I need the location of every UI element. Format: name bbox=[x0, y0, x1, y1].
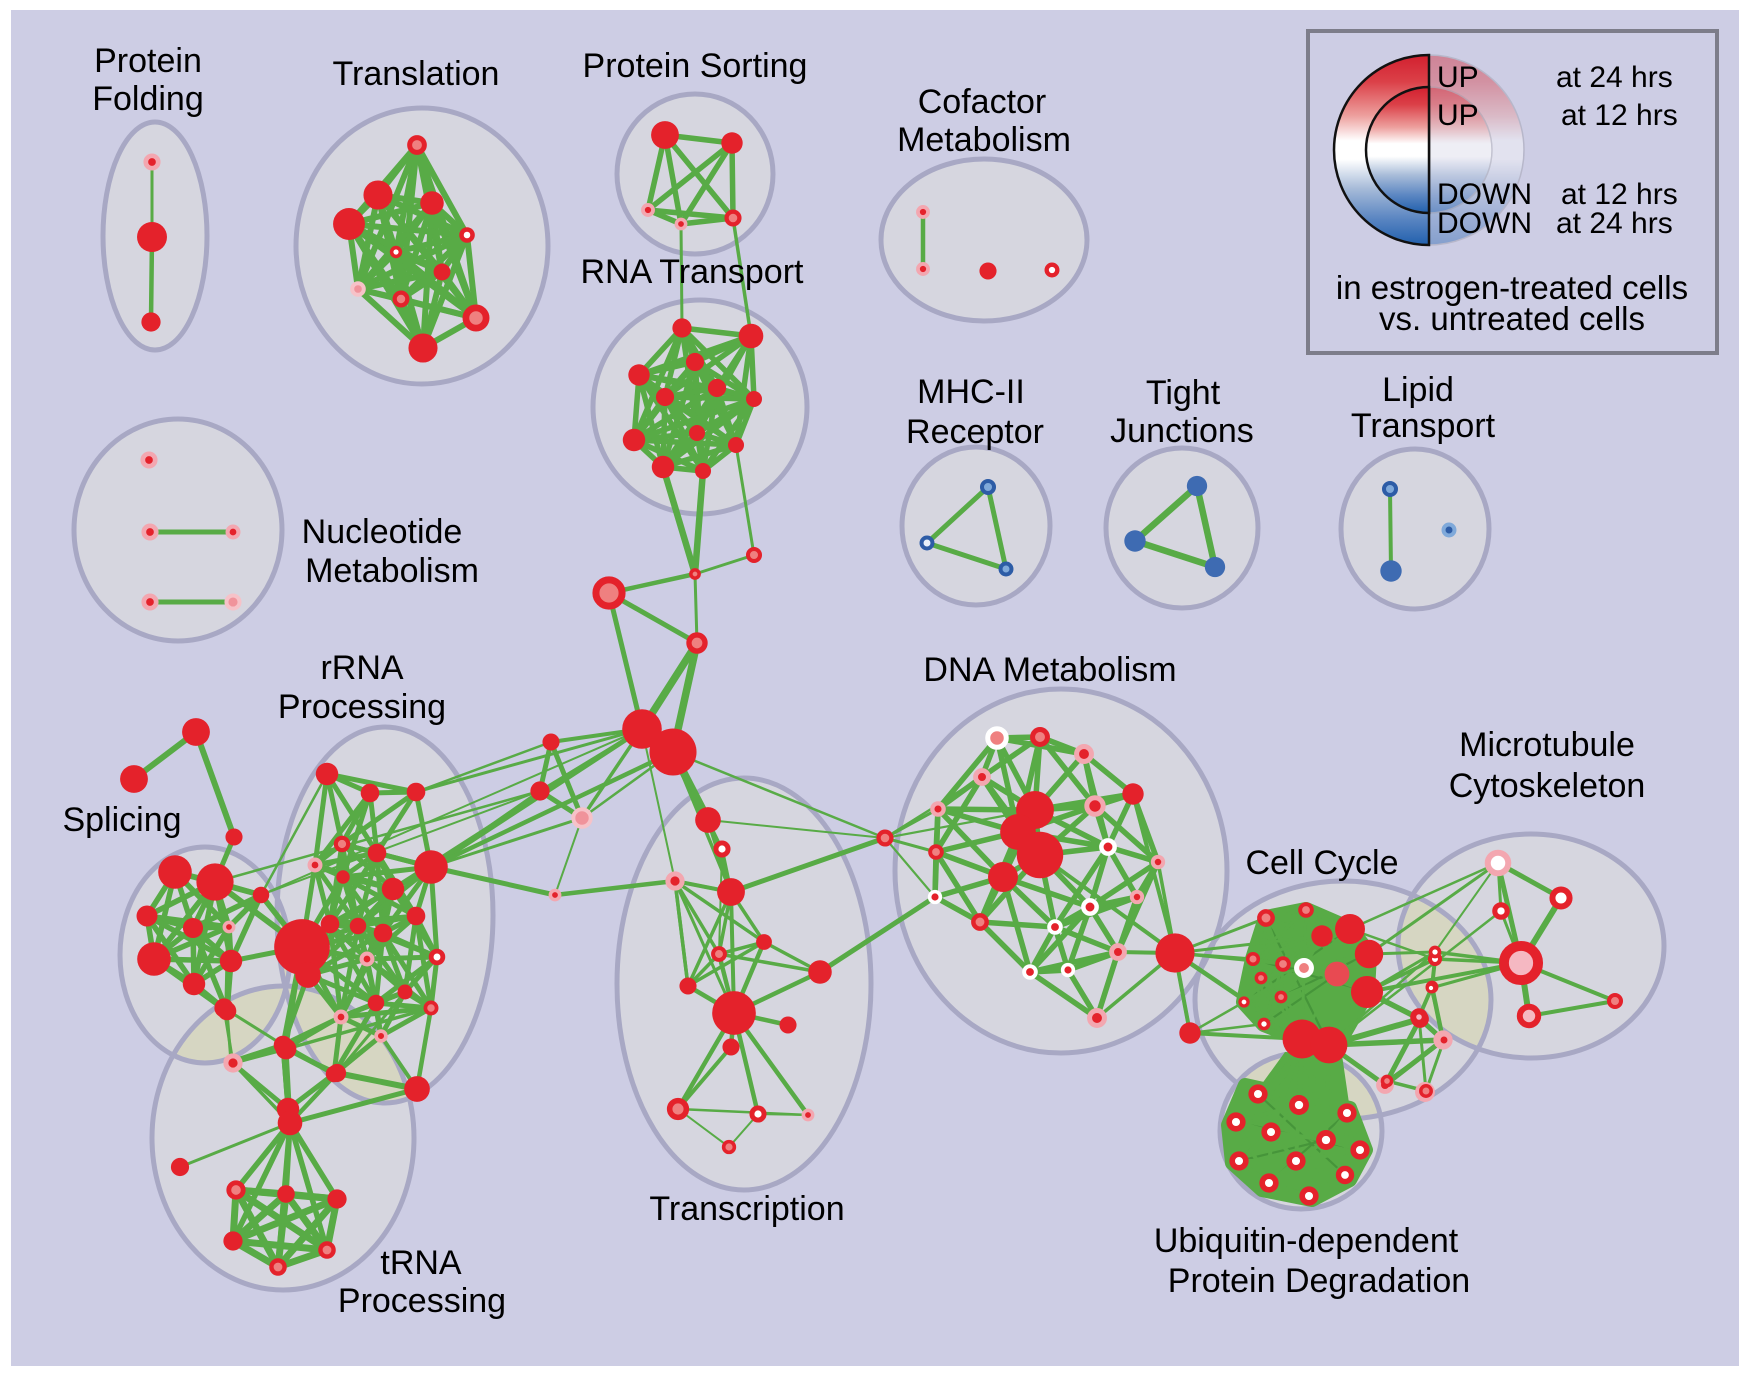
svg-text:rRNA: rRNA bbox=[320, 649, 403, 687]
svg-text:Tight: Tight bbox=[1146, 374, 1221, 412]
svg-text:Folding: Folding bbox=[92, 80, 204, 118]
svg-text:in estrogen-treated cells: in estrogen-treated cells bbox=[1336, 269, 1688, 306]
svg-text:DNA Metabolism: DNA Metabolism bbox=[923, 651, 1176, 689]
svg-text:Protein: Protein bbox=[94, 42, 202, 80]
svg-text:DOWN: DOWN bbox=[1437, 207, 1532, 240]
svg-text:Processing: Processing bbox=[278, 688, 446, 726]
svg-text:DOWN: DOWN bbox=[1437, 178, 1532, 211]
svg-text:Cytoskeleton: Cytoskeleton bbox=[1449, 767, 1646, 805]
svg-text:at 24 hrs: at 24 hrs bbox=[1556, 207, 1673, 240]
svg-text:RNA Transport: RNA Transport bbox=[581, 253, 805, 291]
svg-text:Metabolism: Metabolism bbox=[897, 121, 1071, 159]
svg-text:UP: UP bbox=[1437, 99, 1479, 132]
svg-text:Microtubule: Microtubule bbox=[1459, 726, 1635, 764]
svg-text:Protein Sorting: Protein Sorting bbox=[583, 47, 808, 85]
svg-text:vs. untreated cells: vs. untreated cells bbox=[1379, 300, 1645, 337]
svg-text:tRNA: tRNA bbox=[380, 1244, 462, 1282]
svg-text:Ubiquitin-dependent: Ubiquitin-dependent bbox=[1154, 1222, 1459, 1260]
svg-text:Metabolism: Metabolism bbox=[305, 552, 479, 590]
svg-text:Transport: Transport bbox=[1351, 407, 1496, 445]
svg-text:Receptor: Receptor bbox=[906, 413, 1044, 451]
svg-text:Protein Degradation: Protein Degradation bbox=[1168, 1262, 1470, 1300]
svg-text:Transcription: Transcription bbox=[649, 1190, 844, 1228]
svg-text:UP: UP bbox=[1437, 61, 1479, 94]
svg-text:Nucleotide: Nucleotide bbox=[302, 513, 463, 551]
svg-text:Cell Cycle: Cell Cycle bbox=[1245, 844, 1398, 882]
svg-text:at 24 hrs: at 24 hrs bbox=[1556, 61, 1673, 94]
svg-text:Processing: Processing bbox=[338, 1282, 506, 1320]
svg-text:at 12 hrs: at 12 hrs bbox=[1561, 178, 1678, 211]
svg-text:at 12 hrs: at 12 hrs bbox=[1561, 99, 1678, 132]
svg-text:Translation: Translation bbox=[333, 55, 500, 93]
svg-text:Junctions: Junctions bbox=[1110, 412, 1254, 450]
svg-text:Splicing: Splicing bbox=[62, 801, 181, 839]
svg-text:Cofactor: Cofactor bbox=[918, 83, 1047, 121]
svg-text:Lipid: Lipid bbox=[1382, 371, 1454, 409]
svg-text:MHC-II: MHC-II bbox=[917, 373, 1025, 411]
